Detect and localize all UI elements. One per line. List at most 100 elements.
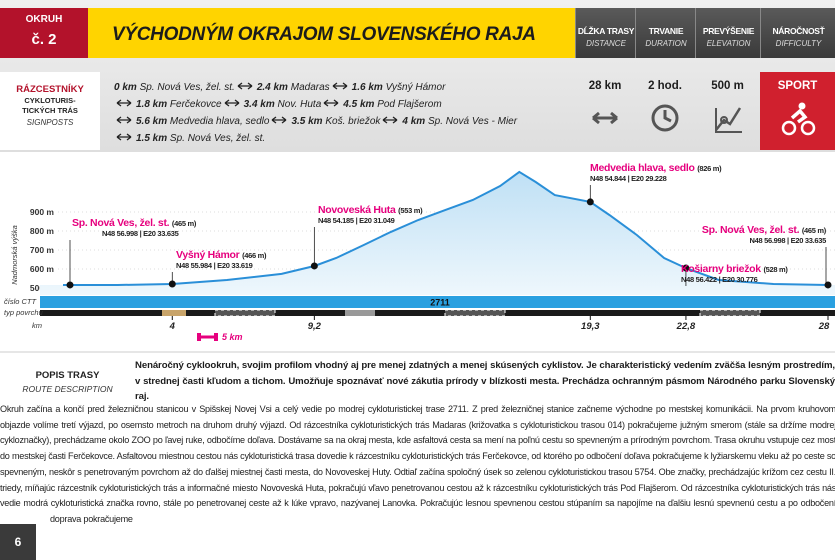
signpost-km: 2.4 km (256, 82, 288, 93)
waypoint-name: Novoveská Huta (318, 204, 396, 216)
surface-segment (699, 309, 761, 317)
signpost-line: 0 km Sp. Nová Ves, žel. st. 2.4 km Madara… (114, 79, 517, 96)
profile-area (40, 171, 835, 295)
signpost-km: 3.4 km (243, 99, 275, 110)
km-mark-label: 9,2 (308, 321, 322, 332)
stat-label-en: DISTANCE (586, 39, 626, 48)
stat-value: 2 hod. (648, 80, 682, 92)
y-tick-label: 600 m (30, 264, 55, 274)
stat-icon (592, 111, 618, 125)
stat-value: 500 m (711, 80, 744, 92)
stat-header: TRVANIE DURATION (635, 8, 696, 58)
arrow-icon (383, 116, 398, 124)
waypoint-name: Sp. Nová Ves, žel. st. (702, 224, 800, 236)
signpost-km: 0 km (114, 82, 137, 93)
waypoint-label: Medvedia hlava, sedlo (826 m) (590, 162, 722, 174)
signpost-name: Sp. Nová Ves, žel. st. (169, 133, 266, 144)
km-mark-label: 22,8 (676, 321, 696, 332)
page-number: 6 (0, 524, 36, 560)
signpost-name: Madaras (290, 82, 330, 93)
stat-label-en: DURATION (645, 39, 687, 48)
arrow-icon (323, 99, 339, 107)
y-tick-label: 900 m (30, 207, 55, 217)
signpost-name: Koš. briežok (325, 116, 381, 127)
signpost-km: 1.6 km (351, 82, 383, 93)
signpost-name: Ferčekovce (169, 99, 222, 110)
stat-label: NÁROČNOSŤ (772, 26, 825, 36)
signpost-line: 1.8 km Ferčekovce 3.4 km Nov. Huta 4.5 km … (114, 96, 517, 113)
waypoint-label: Vyšný Hámor (466 m) (176, 249, 267, 261)
arrow-icon (116, 116, 132, 124)
waypoint-name: Košiarny briežok (681, 263, 761, 275)
waypoint-elevation: (465 m) (172, 219, 197, 228)
arrow-icon (116, 99, 132, 107)
arrow-icon (237, 82, 253, 90)
signpost-name: Medvedia hlava, sedlo (169, 116, 270, 127)
surface-bar (40, 310, 835, 316)
waypoint-label: Novoveská Huta (553 m) (318, 204, 423, 216)
waypoint-dot (682, 264, 690, 272)
y-tick-label: 800 m (30, 226, 55, 236)
lead-paragraph: Nenáročný cyklookruh, svojim profilom vh… (135, 360, 835, 402)
signpost-line: 1.5 km Sp. Nová Ves, žel. st. (114, 130, 517, 147)
signpost-name: Pod Flajšerom (377, 99, 442, 110)
signpost-name: Nov. Huta (277, 99, 322, 110)
km-mark-label: 19,3 (581, 321, 600, 332)
description-heading: POPIS TRASY ROUTE DESCRIPTION (20, 370, 115, 394)
y-tick-label: 700 m (30, 245, 55, 255)
waypoint-label: Sp. Nová Ves, žel. st. (465 m) (702, 224, 827, 236)
ctt-number: 2711 (430, 298, 450, 308)
body-text-box: Okruh začína a končí pred železničnou st… (0, 402, 835, 560)
waypoint-elevation: (465 m) (802, 226, 827, 235)
arrow-icon (224, 99, 239, 107)
signpost-km: 1.8 km (136, 99, 168, 110)
signpost-km: 5.6 km (136, 116, 168, 127)
profile-line (63, 170, 829, 286)
waypoint-dot (66, 281, 74, 289)
arrow-icon (272, 116, 287, 124)
arrow-icon (116, 133, 132, 141)
waypoint-elevation: (528 m) (763, 265, 788, 274)
waypoint-name: Vyšný Hámor (176, 249, 240, 261)
signpost-name: Sp. Nová Ves - Mier (427, 116, 518, 127)
route-label: OKRUH (25, 14, 63, 25)
waypoint-elevation: (466 m) (242, 251, 267, 260)
route-title: VÝCHODNÝM OKRAJOM SLOVENSKÉHO RAJA (112, 24, 536, 45)
surface-label: typ povrchu (4, 308, 44, 317)
stat-cell: SPORT (760, 72, 835, 150)
stat-value: SPORT (777, 80, 818, 92)
surface-segment (214, 309, 276, 317)
stat-icon (651, 104, 679, 132)
stat-cell: 28 km (575, 72, 635, 150)
surface-segment (345, 310, 375, 316)
waypoint-coords: N48 56.422 | E20 30.776 (681, 275, 758, 284)
signpost-name: Sp. Nová Ves, žel. st. (139, 82, 235, 93)
stat-cell: 2 hod. (635, 72, 695, 150)
description-title-en: ROUTE DESCRIPTION (22, 384, 113, 394)
waypoint-elevation: (826 m) (697, 164, 722, 173)
stat-label: PREVÝŠENIE (702, 26, 755, 36)
waypoint-coords: N48 56.998 | E20 33.635 (102, 229, 179, 238)
waypoint-coords: N48 55.984 | E20 33.619 (176, 261, 253, 270)
y-axis-label: Nadmorská výška (10, 225, 19, 285)
signpost-line: 5.6 km Medvedia hlava, sedlo 3.5 km Koš. … (114, 113, 517, 130)
signpost-km: 4.5 km (343, 99, 375, 110)
waypoint-coords: N48 54.185 | E20 31.049 (318, 216, 395, 225)
waypoint-dot (586, 198, 594, 206)
km-label: km (32, 321, 42, 330)
waypoint-dot (310, 262, 318, 270)
surface-segment (162, 310, 186, 316)
waypoint-elevation: (553 m) (398, 206, 423, 215)
surface-segment (444, 309, 506, 317)
signpost-name: Vyšný Hámor (385, 82, 446, 93)
stat-icon (714, 107, 742, 133)
stat-label: DĹŽKA TRASY (577, 26, 635, 36)
signpost-km: 4 km (402, 116, 426, 127)
stat-icon (781, 102, 815, 136)
waypoint-dot (168, 280, 176, 288)
waypoint-coords: N48 54.844 | E20 29.228 (590, 174, 667, 183)
stat-label-en: ELEVATION (706, 39, 751, 48)
waypoint-coords: N48 56.998 | E20 33.635 (749, 236, 826, 245)
stat-cell: 500 m (695, 72, 760, 150)
